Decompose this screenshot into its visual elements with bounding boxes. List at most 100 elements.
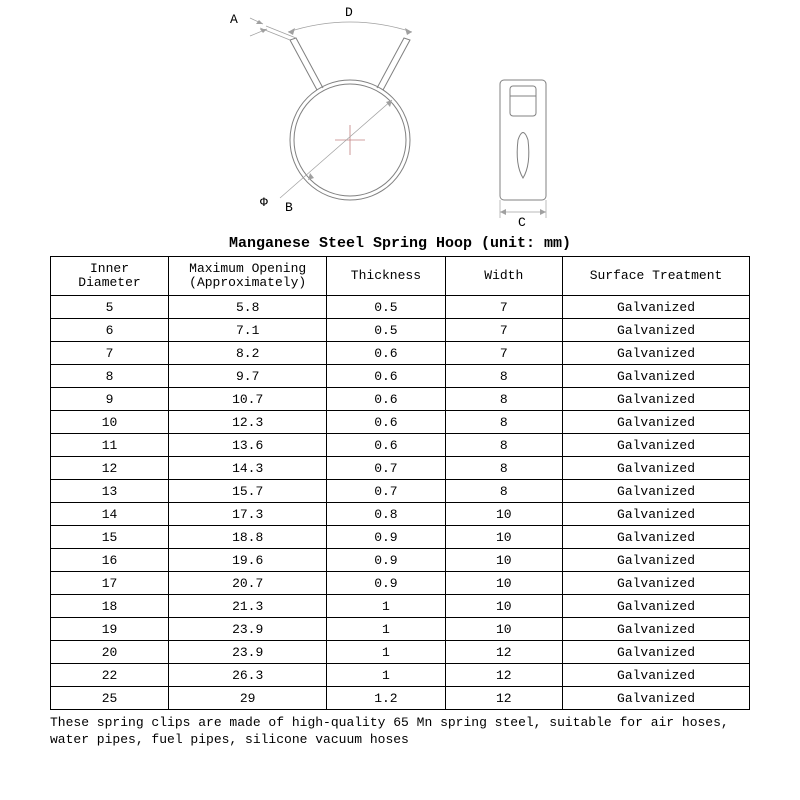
table-cell: 17.3: [169, 503, 327, 526]
table-cell: 0.7: [327, 457, 445, 480]
table-cell: 7: [445, 319, 563, 342]
table-cell: 14.3: [169, 457, 327, 480]
table-cell: 7.1: [169, 319, 327, 342]
dim-label-b: B: [285, 200, 293, 215]
table-cell: Galvanized: [563, 595, 750, 618]
dim-label-d: D: [345, 5, 353, 20]
table-cell: Galvanized: [563, 365, 750, 388]
table-cell: 1: [327, 664, 445, 687]
table-cell: Galvanized: [563, 388, 750, 411]
table-cell: 0.8: [327, 503, 445, 526]
table-cell: Galvanized: [563, 457, 750, 480]
col-inner-diameter: Inner Diameter: [51, 257, 169, 296]
table-cell: Galvanized: [563, 618, 750, 641]
table-cell: 18: [51, 595, 169, 618]
table-cell: 10: [445, 503, 563, 526]
table-row: 67.10.57Galvanized: [51, 319, 750, 342]
dim-label-c: C: [518, 215, 526, 230]
table-cell: 9: [51, 388, 169, 411]
table-cell: 26.3: [169, 664, 327, 687]
table-cell: 0.9: [327, 549, 445, 572]
table-cell: 21.3: [169, 595, 327, 618]
table-cell: 0.6: [327, 388, 445, 411]
table-cell: Galvanized: [563, 641, 750, 664]
table-cell: 10: [445, 618, 563, 641]
table-cell: 12: [445, 664, 563, 687]
table-row: 55.80.57Galvanized: [51, 296, 750, 319]
table-cell: Galvanized: [563, 411, 750, 434]
table-cell: 1.2: [327, 687, 445, 710]
table-row: 1518.80.910Galvanized: [51, 526, 750, 549]
table-row: 1821.3110Galvanized: [51, 595, 750, 618]
table-cell: 25: [51, 687, 169, 710]
table-cell: 8: [445, 411, 563, 434]
table-cell: Galvanized: [563, 503, 750, 526]
table-cell: 10: [445, 549, 563, 572]
spec-table: Inner Diameter Maximum Opening (Approxim…: [50, 256, 750, 710]
table-cell: 20.7: [169, 572, 327, 595]
table-row: 1619.60.910Galvanized: [51, 549, 750, 572]
table-cell: 12: [445, 641, 563, 664]
table-cell: 22: [51, 664, 169, 687]
table-cell: 5.8: [169, 296, 327, 319]
table-cell: 0.6: [327, 434, 445, 457]
table-cell: 10: [445, 572, 563, 595]
table-cell: 23.9: [169, 641, 327, 664]
table-row: 2023.9112Galvanized: [51, 641, 750, 664]
table-cell: 8: [445, 365, 563, 388]
table-cell: 10: [51, 411, 169, 434]
table-title: Manganese Steel Spring Hoop (unit: mm): [30, 235, 770, 252]
table-row: 910.70.68Galvanized: [51, 388, 750, 411]
table-cell: 1: [327, 641, 445, 664]
table-row: 2226.3112Galvanized: [51, 664, 750, 687]
table-cell: 0.5: [327, 296, 445, 319]
table-cell: Galvanized: [563, 687, 750, 710]
table-cell: 1: [327, 595, 445, 618]
dim-label-a: A: [230, 12, 238, 27]
table-cell: 0.6: [327, 411, 445, 434]
table-cell: 10.7: [169, 388, 327, 411]
table-cell: Galvanized: [563, 342, 750, 365]
table-cell: 0.7: [327, 480, 445, 503]
table-cell: Galvanized: [563, 434, 750, 457]
dim-label-phi: Φ: [260, 195, 268, 210]
table-cell: 12: [445, 687, 563, 710]
table-row: 1720.70.910Galvanized: [51, 572, 750, 595]
table-cell: 8: [445, 388, 563, 411]
table-header-row: Inner Diameter Maximum Opening (Approxim…: [51, 257, 750, 296]
table-row: 1012.30.68Galvanized: [51, 411, 750, 434]
table-row: 25291.212Galvanized: [51, 687, 750, 710]
table-cell: 23.9: [169, 618, 327, 641]
table-cell: 8: [51, 365, 169, 388]
table-cell: 0.9: [327, 572, 445, 595]
table-cell: 0.9: [327, 526, 445, 549]
technical-diagram: A D Φ B C: [200, 10, 600, 230]
footnote: These spring clips are made of high-qual…: [50, 715, 750, 749]
table-row: 89.70.68Galvanized: [51, 365, 750, 388]
table-cell: Galvanized: [563, 664, 750, 687]
table-cell: 12: [51, 457, 169, 480]
table-cell: 11: [51, 434, 169, 457]
table-cell: 5: [51, 296, 169, 319]
table-cell: Galvanized: [563, 296, 750, 319]
table-row: 1315.70.78Galvanized: [51, 480, 750, 503]
table-cell: 0.6: [327, 342, 445, 365]
table-cell: 7: [51, 342, 169, 365]
table-row: 78.20.67Galvanized: [51, 342, 750, 365]
table-cell: 17: [51, 572, 169, 595]
table-cell: 16: [51, 549, 169, 572]
table-cell: 7: [445, 342, 563, 365]
table-cell: 19: [51, 618, 169, 641]
table-cell: 8: [445, 480, 563, 503]
table-cell: 13: [51, 480, 169, 503]
table-cell: 6: [51, 319, 169, 342]
table-cell: 9.7: [169, 365, 327, 388]
col-thickness: Thickness: [327, 257, 445, 296]
table-row: 1923.9110Galvanized: [51, 618, 750, 641]
col-width: Width: [445, 257, 563, 296]
table-cell: 8.2: [169, 342, 327, 365]
table-cell: Galvanized: [563, 549, 750, 572]
table-cell: Galvanized: [563, 480, 750, 503]
table-cell: Galvanized: [563, 572, 750, 595]
table-cell: 0.5: [327, 319, 445, 342]
